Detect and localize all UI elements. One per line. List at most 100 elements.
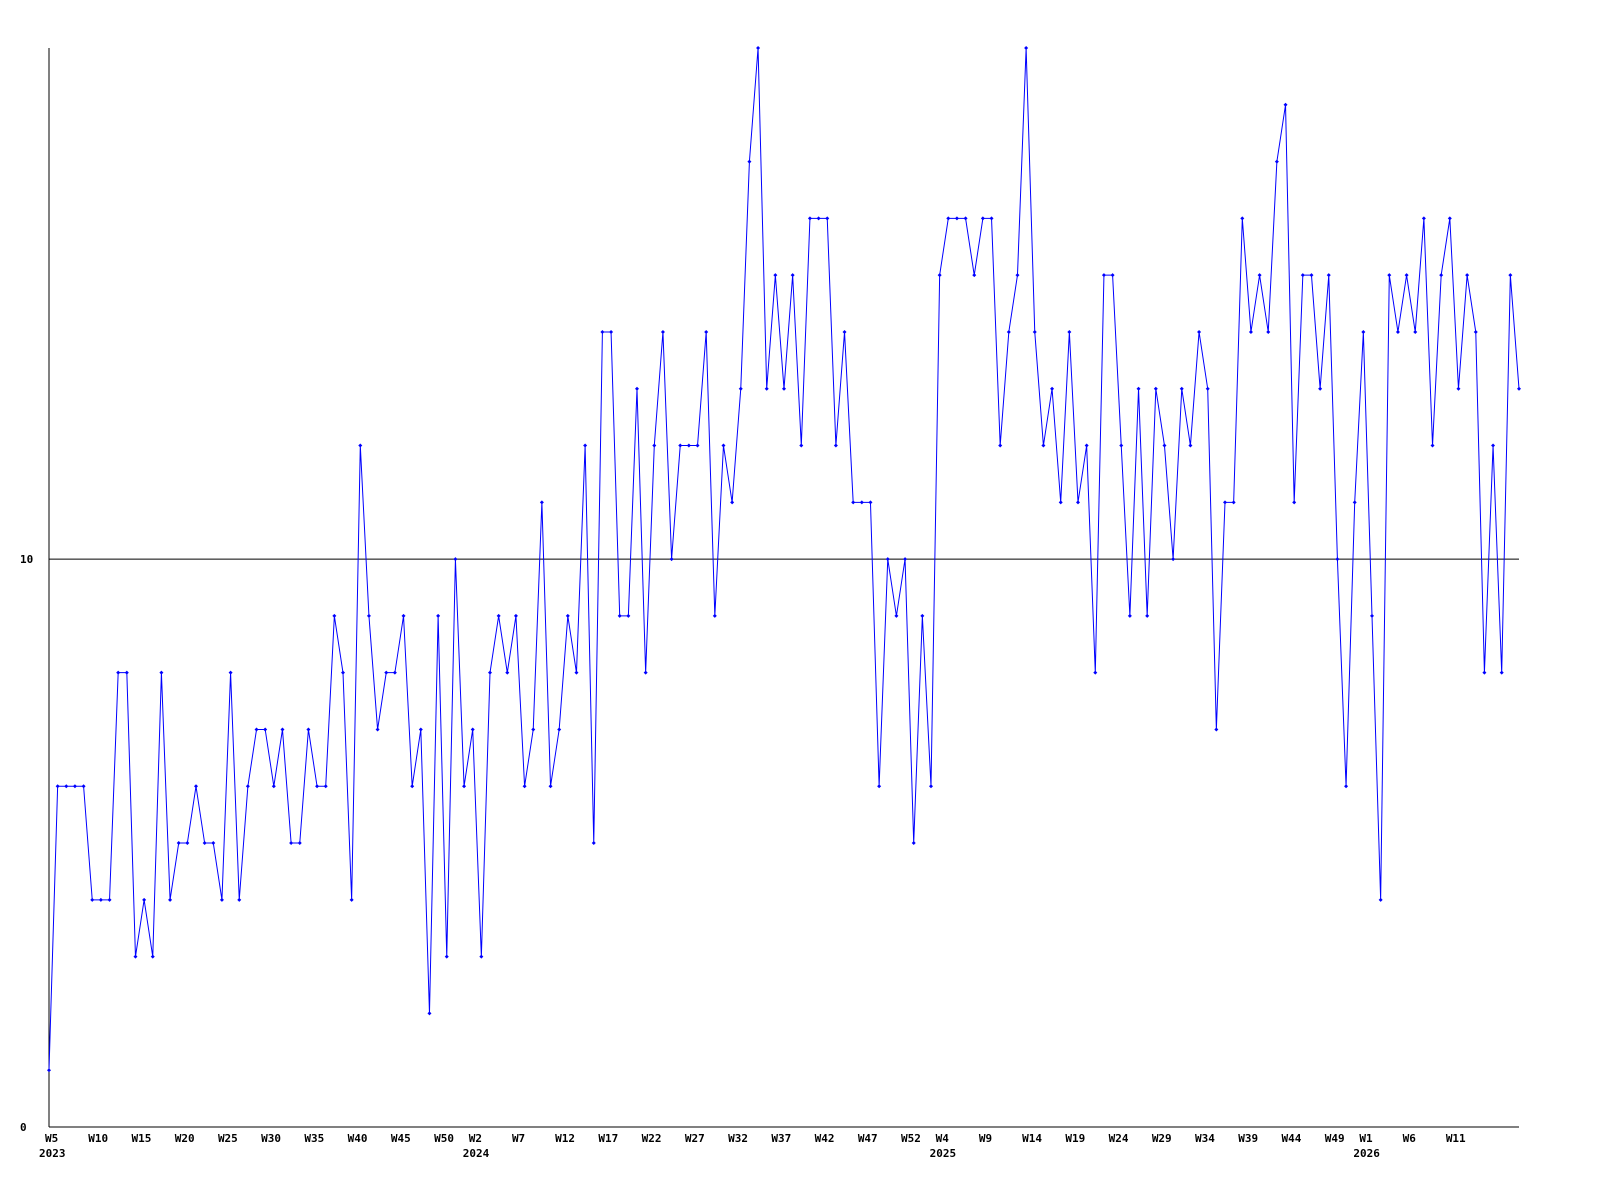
point-marker xyxy=(1145,613,1150,618)
point-marker xyxy=(513,613,518,618)
point-marker xyxy=(375,727,380,732)
point-marker xyxy=(565,613,570,618)
point-marker xyxy=(1361,329,1366,334)
point-marker xyxy=(1447,216,1452,221)
point-marker xyxy=(643,670,648,675)
x-tick-label: W29 xyxy=(1152,1132,1172,1145)
year-label: 2024 xyxy=(463,1147,490,1160)
point-marker xyxy=(591,841,596,846)
point-marker xyxy=(436,613,441,618)
x-tick-label: W32 xyxy=(728,1132,748,1145)
point-marker xyxy=(1283,102,1288,107)
point-marker xyxy=(1370,613,1374,618)
x-tick-label: W35 xyxy=(304,1132,324,1145)
point-marker xyxy=(600,329,605,334)
x-tick-label: W44 xyxy=(1282,1132,1302,1145)
point-marker xyxy=(1517,386,1521,391)
point-marker xyxy=(332,613,337,618)
x-tick-label: W2 xyxy=(469,1132,482,1145)
point-marker xyxy=(816,216,821,221)
x-tick-label: W12 xyxy=(555,1132,575,1145)
point-marker xyxy=(341,670,345,675)
year-label: 2026 xyxy=(1353,1147,1380,1160)
point-marker xyxy=(150,954,155,959)
point-marker xyxy=(245,784,250,789)
point-marker xyxy=(453,557,458,562)
point-marker xyxy=(946,216,951,221)
point-marker xyxy=(686,443,691,448)
point-marker xyxy=(1076,500,1080,505)
x-tick-label: W34 xyxy=(1195,1132,1215,1145)
x-tick-label: W4 xyxy=(936,1132,950,1145)
point-marker xyxy=(323,784,328,789)
x-tick-label: W15 xyxy=(131,1132,151,1145)
x-tick-label: W9 xyxy=(979,1132,992,1145)
point-marker xyxy=(1041,443,1046,448)
point-marker xyxy=(851,500,856,505)
point-marker xyxy=(747,159,752,164)
point-marker xyxy=(1335,557,1340,562)
point-marker xyxy=(315,784,320,789)
point-marker xyxy=(479,954,484,959)
point-marker xyxy=(1110,273,1115,278)
point-marker xyxy=(1214,727,1219,732)
point-marker xyxy=(1240,216,1245,221)
point-marker xyxy=(1050,386,1055,391)
point-marker xyxy=(557,727,562,732)
point-marker xyxy=(211,841,216,846)
point-marker xyxy=(107,897,112,902)
point-marker xyxy=(427,1011,432,1016)
x-tick-label: W50 xyxy=(434,1132,454,1145)
point-marker xyxy=(410,784,415,789)
point-marker xyxy=(228,670,233,675)
point-marker xyxy=(773,273,778,278)
point-marker xyxy=(929,784,933,789)
point-marker xyxy=(635,386,639,391)
point-marker xyxy=(1067,329,1072,334)
point-marker xyxy=(462,784,467,789)
point-marker xyxy=(1127,613,1132,618)
point-marker xyxy=(1430,443,1435,448)
point-marker xyxy=(1508,273,1513,278)
point-marker xyxy=(1153,386,1158,391)
point-marker xyxy=(1456,386,1461,391)
point-marker xyxy=(1491,443,1496,448)
point-marker xyxy=(782,386,786,391)
point-marker xyxy=(64,784,69,789)
point-marker xyxy=(885,557,890,562)
point-marker xyxy=(609,329,614,334)
point-marker xyxy=(418,727,423,732)
point-marker xyxy=(1162,443,1167,448)
point-marker xyxy=(799,443,804,448)
x-tick-label: W37 xyxy=(771,1132,791,1145)
point-marker xyxy=(505,670,510,675)
point-marker xyxy=(963,216,968,221)
x-tick-label: W24 xyxy=(1109,1132,1129,1145)
point-marker xyxy=(98,897,103,902)
point-marker xyxy=(1292,500,1297,505)
point-marker xyxy=(1197,329,1202,334)
point-marker xyxy=(1266,329,1271,334)
point-marker xyxy=(1413,329,1418,334)
x-tick-label: W14 xyxy=(1022,1132,1042,1145)
point-marker xyxy=(695,443,700,448)
point-marker xyxy=(1171,557,1176,562)
x-tick-label: W11 xyxy=(1446,1132,1466,1145)
point-marker xyxy=(1404,273,1409,278)
point-marker xyxy=(911,841,916,846)
point-marker xyxy=(660,329,665,334)
point-marker xyxy=(764,386,769,391)
point-marker xyxy=(1257,273,1262,278)
point-marker xyxy=(133,954,138,959)
point-marker xyxy=(219,897,224,902)
x-tick-label: W17 xyxy=(598,1132,618,1145)
point-marker xyxy=(954,216,959,221)
point-marker xyxy=(1093,670,1098,675)
x-tick-label: W6 xyxy=(1403,1132,1417,1145)
point-marker xyxy=(678,443,683,448)
point-marker xyxy=(1188,443,1193,448)
point-marker xyxy=(384,670,389,675)
point-marker xyxy=(1032,329,1037,334)
point-marker xyxy=(712,613,717,618)
point-marker xyxy=(254,727,259,732)
